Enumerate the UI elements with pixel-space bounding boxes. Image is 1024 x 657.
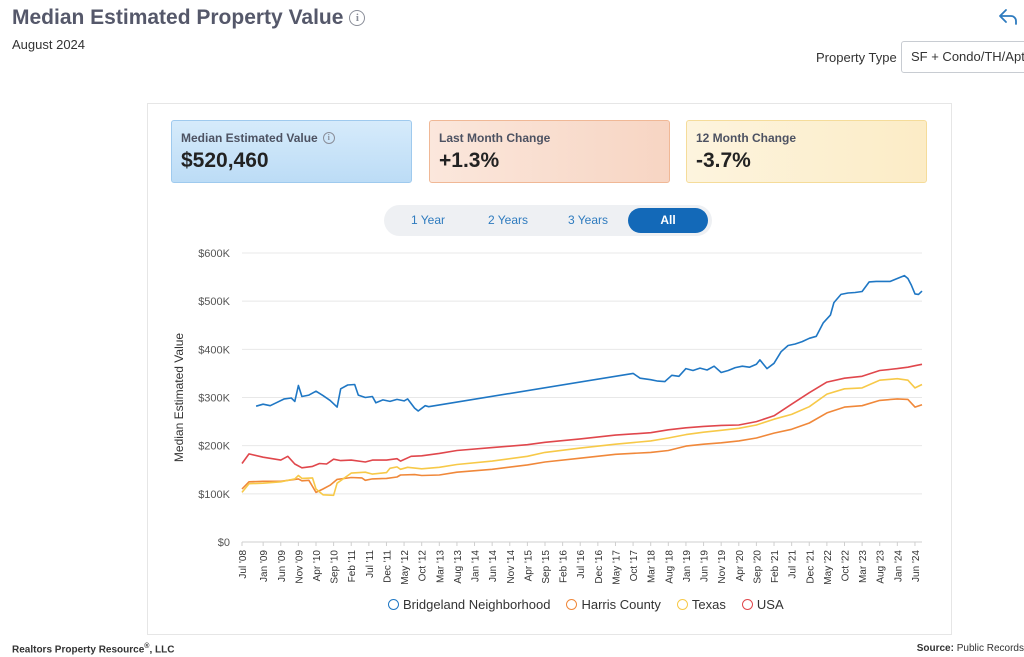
property-type-value: SF + Condo/TH/Apt [911, 49, 1024, 64]
x-tick-label: Dec '11 [382, 550, 393, 583]
x-tick-label: Apr '15 [523, 550, 534, 582]
legend-label: Texas [691, 597, 726, 612]
x-tick-label: Jan '24 [893, 550, 904, 582]
x-tick-label: Mar '13 [435, 550, 446, 583]
x-tick-label: Jun '24 [911, 550, 922, 582]
x-tick-label: Oct '12 [418, 550, 429, 582]
x-tick-label: Aug '13 [453, 550, 464, 584]
footer-source: Source: Public Records [917, 643, 1024, 654]
page-title-text: Median Estimated Property Value [12, 6, 344, 29]
x-tick-label: Jul '11 [365, 550, 376, 578]
x-tick-label: Nov '19 [717, 550, 728, 584]
x-tick-label: Feb '16 [559, 550, 570, 583]
twelve-month-change-value: -3.7% [696, 149, 751, 172]
x-tick-label: Apr '10 [312, 550, 323, 582]
footer-registered-mark: ® [144, 643, 150, 650]
chart-legend: Bridgeland Neighborhood Harris County Te… [388, 597, 784, 612]
y-tick-label: $100K [198, 489, 230, 501]
x-tick-label: Dec '21 [805, 550, 816, 584]
x-tick-label: Apr '20 [735, 550, 746, 582]
y-tick-label: $0 [218, 537, 230, 549]
x-tick-label: May '17 [611, 550, 622, 585]
twelve-month-change-card: 12 Month Change -3.7% [686, 120, 927, 183]
share-icon[interactable] [998, 8, 1018, 26]
y-tick-label: $500K [198, 296, 230, 308]
legend-item-texas[interactable]: Texas [676, 597, 726, 612]
info-icon[interactable]: i [349, 10, 366, 26]
page-title: Median Estimated Property Value i [12, 6, 366, 30]
x-tick-label: Aug '18 [664, 550, 675, 584]
median-value-card: Median Estimated Value i $520,460 [171, 120, 412, 183]
legend-circle-icon [388, 599, 399, 610]
x-tick-label: Nov '09 [294, 550, 305, 584]
x-tick-label: Oct '17 [629, 550, 640, 582]
footer-company-suffix: , LLC [149, 644, 175, 656]
median-value: $520,460 [181, 149, 269, 172]
footer-source-label: Source: [916, 643, 954, 654]
x-tick-label: Jun '09 [277, 550, 288, 582]
legend-label: Bridgeland Neighborhood [403, 597, 551, 612]
twelve-month-change-label: 12 Month Change [696, 131, 797, 145]
legend-label: Harris County [581, 597, 661, 612]
y-tick-label: $600K [198, 248, 230, 260]
y-tick-label: $300K [198, 393, 230, 405]
last-month-change-label: Last Month Change [439, 131, 551, 145]
x-tick-label: Jun '14 [488, 550, 499, 582]
x-tick-label: May '12 [400, 550, 411, 585]
x-tick-label: Jan '09 [259, 550, 270, 582]
x-tick-label: Feb '21 [770, 550, 781, 583]
property-type-label: Property Type [816, 50, 897, 65]
x-tick-label: Mar '18 [647, 550, 658, 583]
page-subtitle: August 2024 [12, 37, 86, 52]
legend-circle-icon [741, 599, 753, 610]
median-value-label: Median Estimated Value [181, 131, 318, 145]
range-2-years-button[interactable]: 2 Years [487, 213, 529, 227]
x-tick-label: Jun '19 [700, 550, 711, 582]
x-tick-label: Nov '14 [506, 550, 517, 584]
legend-label: USA [756, 597, 784, 612]
series-line-usa [241, 363, 923, 469]
time-range-selector: 1 Year 2 Years 3 Years All [384, 205, 712, 236]
footer-company-name: Realtors Property Resource [12, 644, 145, 656]
last-month-change-value: +1.3% [439, 149, 500, 172]
line-chart: $0 $100K $200K $300K $400K $500K $600K Median E… [172, 248, 923, 585]
x-tick-label: Mar '23 [858, 550, 869, 583]
legend-circle-icon [566, 599, 578, 610]
x-tick-label: Sep '10 [330, 550, 341, 584]
y-tick-label: $200K [198, 441, 230, 453]
y-tick-label: $400K [198, 344, 230, 356]
legend-item-usa[interactable]: USA [741, 597, 784, 612]
y-axis-label: Median Estimated Value [172, 333, 186, 463]
x-tick-label: Sep '20 [752, 550, 763, 584]
x-tick-label: Sep '15 [541, 550, 552, 584]
x-tick-label: Jan '14 [471, 550, 482, 582]
x-tick-label: Jul '16 [576, 550, 587, 579]
footer-company: Realtors Property Resource®, LLC [12, 643, 174, 655]
range-3-years-button[interactable]: 3 Years [567, 213, 609, 227]
series-line-bridgeland-neighborhood [255, 274, 923, 412]
x-tick-label: Jul '08 [238, 550, 249, 579]
x-tick-label: Jul '21 [788, 550, 799, 579]
range-all-button[interactable]: All [628, 208, 708, 233]
x-tick-label: Dec '16 [594, 550, 605, 584]
chart-panel [147, 103, 952, 635]
x-tick-label: Feb '11 [347, 550, 358, 583]
legend-item-harris-county[interactable]: Harris County [566, 597, 661, 612]
footer-source-value: Public Records [956, 643, 1024, 654]
x-tick-label: Jan '19 [682, 550, 693, 582]
x-tick-label: May '22 [823, 550, 834, 585]
range-1-year-button[interactable]: 1 Year [410, 213, 446, 227]
last-month-change-card: Last Month Change +1.3% [429, 120, 670, 183]
property-type-select[interactable]: SF + Condo/TH/Apt [901, 41, 1024, 73]
x-tick-label: Oct '22 [840, 550, 851, 582]
legend-item-bridgeland[interactable]: Bridgeland Neighborhood [388, 597, 550, 612]
series-line-texas [241, 377, 923, 497]
legend-circle-icon [676, 599, 688, 610]
x-tick-label: Aug '23 [876, 550, 887, 584]
info-icon[interactable]: i [322, 132, 335, 144]
